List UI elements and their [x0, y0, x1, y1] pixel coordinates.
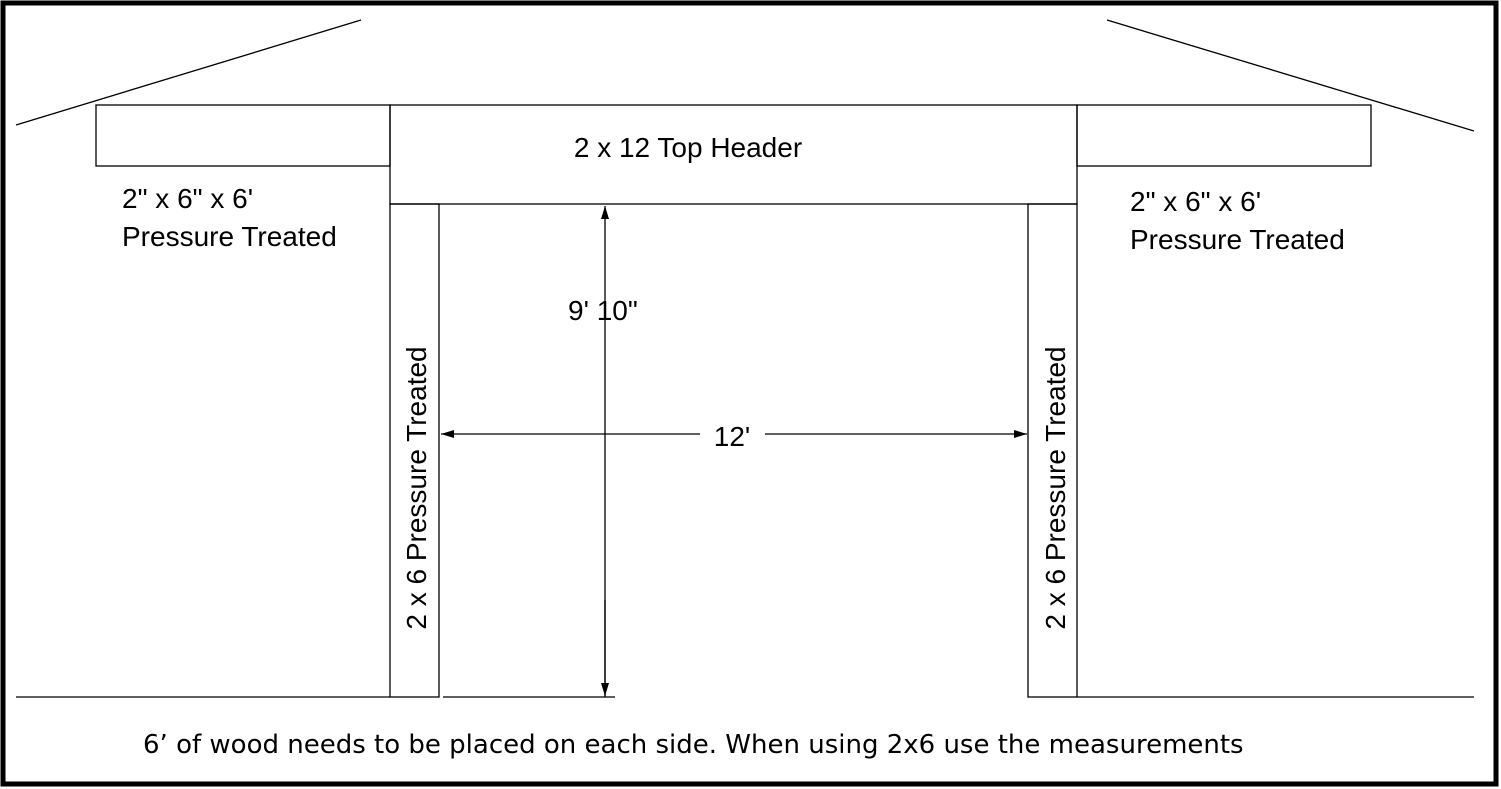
right-post-label: 2 x 6 Pressure Treated [1040, 346, 1071, 629]
roof-line-left [16, 20, 361, 125]
left-side-beam [96, 105, 390, 166]
left-beam-label-line1: 2" x 6" x 6' [122, 183, 253, 214]
top-header-label: 2 x 12 Top Header [574, 132, 802, 163]
width-dimension-label: 12' [714, 421, 751, 452]
roof-line-right [1107, 20, 1474, 131]
right-side-beam [1077, 105, 1371, 166]
height-dimension-label: 9' 10" [568, 295, 638, 326]
left-post-label: 2 x 6 Pressure Treated [401, 346, 432, 629]
right-beam-label-line1: 2" x 6" x 6' [1130, 186, 1261, 217]
footer-note: 6’ of wood needs to be placed on each si… [143, 730, 1244, 760]
outer-border [3, 3, 1496, 784]
right-beam-label-line2: Pressure Treated [1130, 224, 1345, 255]
left-beam-label-line2: Pressure Treated [122, 221, 337, 252]
